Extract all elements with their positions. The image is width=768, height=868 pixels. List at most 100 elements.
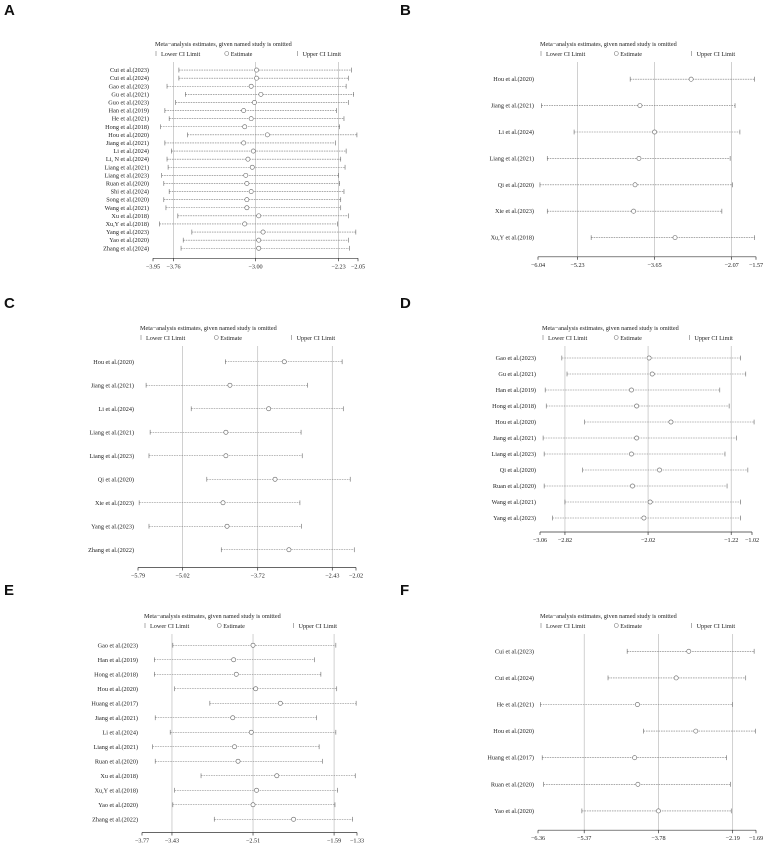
forest-plot-f: Meta−analysis estimates, given named stu… bbox=[487, 613, 763, 842]
legend-label: Upper CI Limit bbox=[303, 51, 342, 58]
study-label: Li et al.(2024) bbox=[113, 148, 149, 155]
estimate-marker bbox=[250, 642, 256, 648]
study-label: Hou et al.(2020) bbox=[495, 419, 536, 426]
x-tick-label: −3.65 bbox=[647, 262, 661, 269]
estimate-marker bbox=[254, 67, 259, 73]
study-label: Li et al.(2024) bbox=[102, 729, 138, 736]
estimate-marker bbox=[258, 91, 264, 97]
study-label: Ruan et al.(2020) bbox=[493, 483, 536, 490]
x-tick-label: −5.02 bbox=[175, 573, 189, 580]
estimate-marker bbox=[634, 435, 640, 441]
forest-plot-c: Meta−analysis estimates, given named stu… bbox=[88, 325, 363, 580]
x-tick-label: −2.07 bbox=[724, 262, 738, 269]
legend-label: Upper CI Limit bbox=[697, 623, 736, 630]
study-label: Huang et al.(2017) bbox=[91, 700, 138, 707]
estimate-marker bbox=[647, 499, 653, 505]
estimate-marker bbox=[634, 403, 640, 409]
estimate-marker bbox=[243, 172, 249, 178]
x-tick-label: −1.22 bbox=[724, 537, 738, 544]
study-label: Xie et al.(2023) bbox=[95, 500, 134, 507]
estimate-marker bbox=[244, 181, 250, 186]
study-label: Xu,Y et al.(2018) bbox=[95, 787, 138, 794]
study-label: Qi et al.(2020) bbox=[98, 476, 134, 483]
x-tick-label: −5.79 bbox=[131, 573, 145, 580]
chart-title: Meta−analysis estimates, given named stu… bbox=[155, 41, 293, 48]
legend-label: Upper CI Limit bbox=[694, 335, 733, 342]
legend-label: Lower CI Limit bbox=[546, 51, 585, 58]
estimate-marker bbox=[249, 164, 255, 170]
estimate-marker bbox=[223, 429, 229, 435]
legend-label: Estimate bbox=[231, 51, 253, 58]
study-label: Yao et al.(2020) bbox=[109, 237, 149, 244]
estimate-marker bbox=[693, 728, 699, 734]
estimate-marker bbox=[231, 657, 237, 663]
panel-letter-e: E bbox=[4, 582, 15, 599]
chart-title: Meta−analysis estimates, given named stu… bbox=[540, 41, 678, 48]
estimate-marker bbox=[688, 76, 694, 82]
estimate-marker bbox=[244, 197, 250, 203]
x-tick-label: −5.23 bbox=[570, 262, 584, 269]
estimate-marker bbox=[641, 515, 647, 521]
legend-estimate-marker bbox=[224, 51, 230, 56]
study-label: Liang et al.(2023) bbox=[105, 172, 150, 179]
x-tick-label: −1.57 bbox=[749, 262, 763, 269]
estimate-marker bbox=[656, 808, 661, 814]
legend-label: Lower CI Limit bbox=[146, 335, 185, 342]
x-tick-label: −3.72 bbox=[251, 573, 265, 580]
estimate-marker bbox=[657, 467, 662, 473]
x-tick-label: −3.06 bbox=[533, 537, 547, 544]
x-tick-label: −2.51 bbox=[246, 838, 260, 845]
study-label: Yang et al.(2023) bbox=[493, 515, 536, 522]
study-label: Qi et al.(2020) bbox=[498, 182, 534, 189]
x-tick-label: −3.95 bbox=[146, 263, 160, 270]
study-label: Yang et al.(2023) bbox=[91, 523, 134, 530]
estimate-marker bbox=[250, 802, 256, 808]
study-label: Yao et al.(2020) bbox=[98, 802, 138, 809]
estimate-marker bbox=[631, 208, 636, 214]
estimate-marker bbox=[636, 156, 642, 161]
study-label: Han et al.(2019) bbox=[109, 108, 149, 115]
study-label: Li, N et al.(2024) bbox=[106, 156, 149, 163]
study-label: Li et al.(2024) bbox=[498, 129, 534, 136]
x-tick-label: −1.59 bbox=[327, 838, 341, 845]
chart-title: Meta−analysis estimates, given named stu… bbox=[540, 613, 678, 620]
study-label: Cui et al.(2024) bbox=[110, 75, 149, 82]
study-label: He et al.(2021) bbox=[112, 116, 149, 123]
estimate-marker bbox=[272, 476, 278, 482]
legend-label: Estimate bbox=[220, 335, 242, 342]
estimate-marker bbox=[673, 675, 679, 681]
legend-label: Lower CI Limit bbox=[546, 623, 585, 630]
legend-estimate-marker bbox=[216, 623, 222, 628]
x-tick-label: −1.02 bbox=[745, 537, 759, 544]
estimate-marker bbox=[253, 686, 259, 692]
study-label: Han et al.(2019) bbox=[98, 657, 138, 664]
study-label: Ruan et al.(2020) bbox=[95, 758, 138, 765]
study-label: Hong et al.(2018) bbox=[105, 124, 149, 131]
x-tick-label: −6.04 bbox=[531, 262, 545, 269]
x-tick-label: −5.37 bbox=[577, 835, 591, 842]
estimate-marker bbox=[672, 235, 678, 240]
x-tick-label: −3.78 bbox=[651, 835, 665, 842]
study-label: Jiang et al.(2021) bbox=[91, 382, 134, 389]
study-label: Gao et al.(2023) bbox=[496, 355, 536, 362]
estimate-marker bbox=[248, 83, 254, 89]
study-label: Liang et al.(2023) bbox=[90, 453, 135, 460]
forest-plot-a: Meta−analysis estimates, given named stu… bbox=[103, 41, 365, 270]
chart-title: Meta−analysis estimates, given named stu… bbox=[140, 325, 278, 332]
study-label: Gu et al.(2021) bbox=[498, 371, 536, 378]
study-label: Hou et al.(2020) bbox=[493, 76, 534, 83]
study-label: Xu et al.(2018) bbox=[100, 773, 138, 780]
study-label: Hou et al.(2020) bbox=[93, 359, 134, 366]
forest-plot-b: Meta−analysis estimates, given named stu… bbox=[490, 41, 764, 269]
study-label: Gu et al.(2021) bbox=[111, 91, 149, 98]
study-label: Song et al.(2020) bbox=[106, 197, 149, 204]
study-label: Yang et al.(2023) bbox=[106, 229, 149, 236]
study-label: Huang et al.(2017) bbox=[487, 755, 534, 762]
study-label: Xu et al.(2018) bbox=[111, 213, 149, 220]
estimate-marker bbox=[649, 371, 655, 377]
estimate-marker bbox=[242, 221, 248, 227]
estimate-marker bbox=[242, 124, 248, 130]
legend-label: Upper CI Limit bbox=[697, 51, 736, 58]
estimate-marker bbox=[632, 182, 638, 188]
legend-label: Upper CI Limit bbox=[299, 623, 338, 630]
